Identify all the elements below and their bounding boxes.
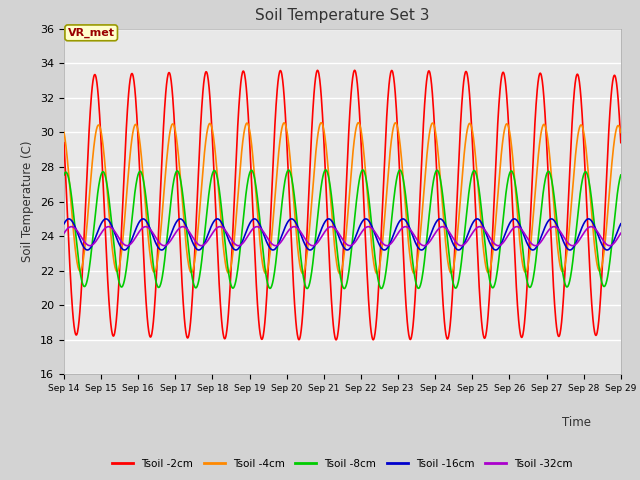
Legend: Tsoil -2cm, Tsoil -4cm, Tsoil -8cm, Tsoil -16cm, Tsoil -32cm: Tsoil -2cm, Tsoil -4cm, Tsoil -8cm, Tsoi… bbox=[108, 455, 577, 473]
X-axis label: Time: Time bbox=[562, 416, 591, 429]
Text: VR_met: VR_met bbox=[68, 28, 115, 38]
Title: Soil Temperature Set 3: Soil Temperature Set 3 bbox=[255, 9, 429, 24]
Y-axis label: Soil Temperature (C): Soil Temperature (C) bbox=[22, 141, 35, 263]
